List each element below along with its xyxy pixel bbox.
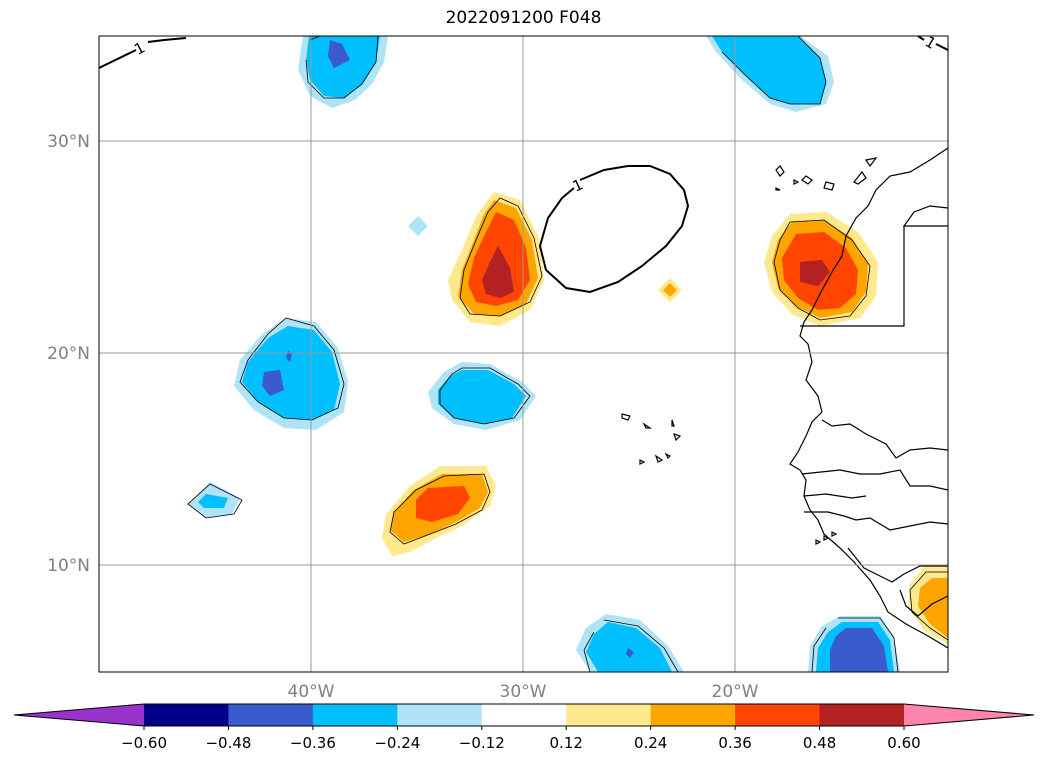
lat-label-30n: 30°N bbox=[47, 132, 90, 152]
anomaly-blob-15w-6n bbox=[808, 616, 900, 672]
colorbar-segment bbox=[735, 704, 821, 726]
anomaly-blob-31w-24n bbox=[448, 192, 544, 326]
anomaly-blob-45w-13n bbox=[188, 482, 240, 518]
colorbar-tick-label: −0.24 bbox=[374, 734, 420, 752]
anomaly-blob-25w-6n bbox=[576, 614, 684, 672]
colorbar-tick-label: −0.48 bbox=[205, 734, 251, 752]
colorbar-segment bbox=[650, 704, 736, 726]
anomaly-blob-small bbox=[408, 216, 428, 236]
colorbar-tick-label: 0.60 bbox=[887, 734, 920, 752]
contour-1-lines bbox=[99, 36, 948, 294]
colorbar: −0.60 −0.48 −0.36 −0.24 −0.12 0.12 0.24 0.36 0.4… bbox=[13, 703, 1035, 752]
anomaly-blob-north-20w bbox=[706, 36, 834, 112]
colorbar-tick-label: 0.12 bbox=[550, 734, 583, 752]
colorbar-segment bbox=[312, 704, 398, 726]
anomaly-blob-41w-19n bbox=[234, 318, 348, 430]
lat-label-10n: 10°N bbox=[47, 556, 90, 576]
map-title: 2022091200 F048 bbox=[445, 8, 602, 28]
coastlines bbox=[621, 147, 948, 649]
colorbar-extend-min bbox=[14, 704, 144, 726]
colorbar-tick-label: −0.36 bbox=[290, 734, 336, 752]
colorbar-segment bbox=[228, 704, 314, 726]
colorbar-tick-label: −0.60 bbox=[121, 734, 167, 752]
lat-label-20n: 20°N bbox=[47, 344, 90, 364]
colorbar-segment bbox=[819, 704, 905, 726]
colorbar-segment bbox=[566, 704, 652, 726]
lon-label-20w: 20°W bbox=[712, 682, 759, 702]
anomaly-blob-11w-8n bbox=[908, 566, 948, 644]
anomaly-blob-north-40w bbox=[298, 36, 388, 108]
colorbar-segment bbox=[397, 704, 483, 726]
colorbar-segment bbox=[481, 704, 567, 726]
colorbar-tick-label: −0.12 bbox=[459, 734, 505, 752]
anomaly-blob-tiny-yellow bbox=[658, 278, 682, 302]
lon-label-40w: 40°W bbox=[288, 682, 335, 702]
colorbar-tick-label: 0.36 bbox=[718, 734, 751, 752]
colorbar-segment bbox=[144, 704, 229, 726]
colorbar-tick-label: 0.48 bbox=[803, 734, 836, 752]
colorbar-tick-label: 0.24 bbox=[634, 734, 667, 752]
thin-contours bbox=[187, 36, 948, 672]
map-frame bbox=[98, 35, 949, 673]
lon-label-30w: 30°W bbox=[500, 682, 547, 702]
colorbar-extend-max bbox=[904, 704, 1034, 726]
gridlines bbox=[99, 36, 948, 672]
